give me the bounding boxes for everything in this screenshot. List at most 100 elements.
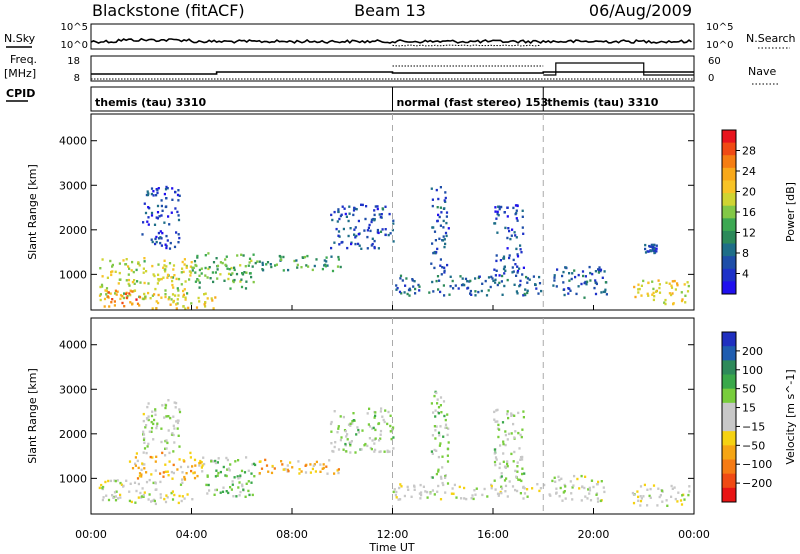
data-cell — [506, 215, 509, 218]
data-cell — [378, 439, 381, 442]
data-cell — [111, 263, 114, 267]
data-cell — [311, 467, 314, 471]
data-cell — [380, 213, 383, 216]
data-cell — [437, 431, 441, 434]
data-cell — [181, 478, 184, 481]
data-cell — [329, 422, 333, 426]
data-cell — [194, 464, 197, 467]
data-cell — [603, 490, 606, 494]
data-cell — [381, 207, 384, 210]
data-cell — [658, 286, 661, 290]
power-colorbar-tick-label: 8 — [742, 247, 749, 260]
data-cell — [154, 469, 157, 472]
data-cell — [516, 219, 519, 222]
data-cell — [679, 499, 683, 502]
data-cell — [250, 275, 253, 279]
data-cell — [519, 458, 522, 461]
data-cell — [639, 499, 643, 503]
data-cell — [150, 211, 154, 215]
data-cell — [687, 493, 690, 497]
data-cell — [124, 263, 127, 266]
data-cell — [186, 292, 189, 295]
data-cell — [500, 472, 503, 475]
data-cell — [164, 447, 167, 450]
data-cell — [435, 472, 438, 476]
data-cell — [349, 424, 352, 427]
data-cell — [139, 281, 142, 284]
data-cell — [495, 409, 498, 412]
data-cell — [156, 204, 160, 208]
data-cell — [169, 416, 172, 420]
data-cell — [493, 222, 496, 225]
data-cell — [517, 411, 520, 415]
data-cell — [454, 284, 457, 287]
data-cell — [198, 274, 201, 277]
data-cell — [140, 468, 143, 471]
data-cell — [443, 266, 446, 269]
data-cell — [164, 470, 167, 473]
nave-label: Nave — [748, 65, 776, 78]
power-colorbar-swatch — [722, 205, 736, 219]
data-cell — [273, 467, 276, 470]
data-cell — [551, 479, 554, 483]
data-cell — [519, 433, 522, 437]
data-cell — [352, 412, 355, 415]
data-cell — [644, 247, 647, 251]
data-cell — [158, 215, 161, 218]
data-cell — [634, 295, 637, 299]
data-cell — [337, 234, 340, 237]
data-cell — [247, 480, 250, 483]
data-cell — [252, 462, 256, 466]
data-cell — [437, 484, 440, 488]
data-cell — [553, 276, 556, 279]
data-cell — [473, 489, 476, 492]
data-cell — [160, 277, 163, 281]
data-cell — [172, 471, 175, 475]
data-cell — [200, 267, 203, 270]
data-cell — [431, 226, 434, 229]
data-cell — [165, 205, 168, 208]
velocity-colorbar-swatch — [722, 473, 736, 489]
data-cell — [101, 486, 104, 490]
data-cell — [165, 439, 168, 442]
data-cell — [138, 474, 141, 478]
data-cell — [113, 491, 117, 494]
data-cell — [147, 291, 150, 295]
data-cell — [371, 237, 374, 240]
data-cell — [135, 489, 138, 493]
data-cell — [349, 227, 352, 230]
y-tick-label: 2000 — [59, 428, 87, 441]
data-cell — [471, 494, 474, 497]
data-cell — [127, 278, 131, 282]
data-cell — [446, 433, 449, 437]
data-cell — [114, 292, 117, 295]
data-cell — [240, 285, 244, 289]
data-cell — [498, 274, 501, 277]
x-tick-label: 00:00 — [678, 528, 710, 541]
data-cell — [379, 230, 383, 233]
data-cell — [379, 215, 382, 219]
data-cell — [326, 264, 329, 267]
data-cell — [133, 282, 136, 285]
data-cell — [216, 474, 219, 477]
data-cell — [518, 478, 521, 482]
data-cell — [522, 266, 525, 269]
velocity-colorbar-swatch — [722, 346, 736, 361]
data-cell — [171, 283, 174, 287]
data-cell — [341, 205, 344, 208]
data-cell — [214, 271, 217, 274]
data-cell — [655, 244, 658, 247]
velocity-colorbar-tick-label: −50 — [742, 439, 765, 452]
data-cell — [133, 279, 136, 282]
data-cell — [111, 265, 114, 268]
data-cell — [177, 218, 181, 222]
data-cell — [282, 255, 285, 259]
data-cell — [379, 450, 382, 453]
data-cell — [663, 301, 666, 304]
data-cell — [143, 257, 146, 260]
data-cell — [161, 231, 164, 235]
data-cell — [508, 256, 511, 260]
data-cell — [247, 264, 250, 267]
data-cell — [118, 262, 121, 265]
data-cell — [238, 494, 241, 497]
